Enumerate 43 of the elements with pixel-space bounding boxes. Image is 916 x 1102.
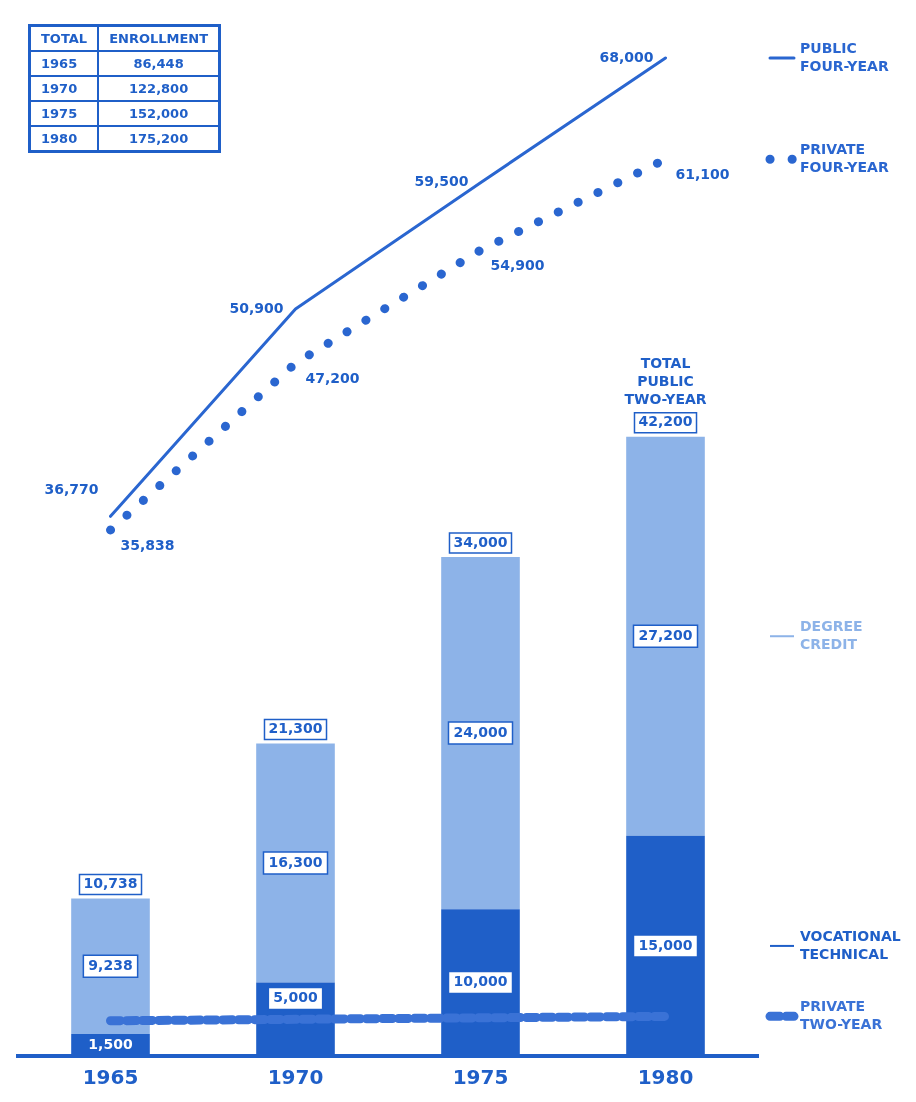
- legend-label: PUBLIC FOUR-YEAR: [800, 39, 889, 74]
- data-label: 50,900: [229, 299, 284, 316]
- annotation: ENROLLMENT: [98, 26, 220, 51]
- bar: [441, 556, 520, 910]
- annotation: 1975: [30, 101, 99, 126]
- data-label: 15,000: [638, 936, 693, 953]
- data-label: 47,200: [305, 369, 360, 386]
- annotation: 1965: [30, 51, 99, 76]
- data-label: 5,000: [273, 989, 318, 1006]
- data-label: 35,838: [120, 536, 175, 553]
- legend-label: PRIVATE FOUR-YEAR: [800, 140, 889, 175]
- bar: [626, 436, 705, 836]
- total-label: 34,000: [453, 533, 508, 550]
- x-tick-label: 1970: [267, 1065, 324, 1090]
- annotation: 152,000: [98, 101, 220, 126]
- data-label: 10,000: [453, 973, 508, 990]
- data-label: 9,238: [88, 956, 133, 973]
- annotation: TOTAL PUBLIC TWO-YEAR: [624, 355, 707, 408]
- legend-label: VOCATIONAL TECHNICAL: [800, 927, 901, 962]
- annotation: TOTAL: [30, 26, 99, 51]
- data-label: 68,000: [599, 48, 654, 65]
- total-label: 21,300: [268, 720, 323, 737]
- total-label: 42,200: [638, 413, 693, 430]
- total-label: 10,738: [83, 875, 138, 892]
- x-tick-label: 1980: [637, 1065, 694, 1090]
- data-label: 59,500: [414, 173, 469, 190]
- x-tick-label: 1975: [452, 1065, 509, 1090]
- legend-label: DEGREE CREDIT: [800, 617, 863, 652]
- annotation: 1980: [30, 126, 99, 151]
- annotation: 86,448: [98, 51, 220, 76]
- data-label: 54,900: [490, 256, 545, 273]
- bar: [256, 743, 335, 983]
- data-label: 16,300: [268, 853, 323, 870]
- data-label: 1,500: [88, 1035, 133, 1052]
- x-tick-label: 1965: [82, 1065, 139, 1090]
- data-label: 27,200: [638, 626, 693, 643]
- legend-label: PRIVATE TWO-YEAR: [800, 998, 883, 1033]
- data-label: 61,100: [675, 165, 730, 182]
- annotation: 175,200: [98, 126, 220, 151]
- annotation: 122,800: [98, 76, 220, 101]
- data-label: 24,000: [453, 723, 508, 740]
- annotation: 1970: [30, 76, 99, 101]
- data-label: 36,770: [44, 480, 99, 497]
